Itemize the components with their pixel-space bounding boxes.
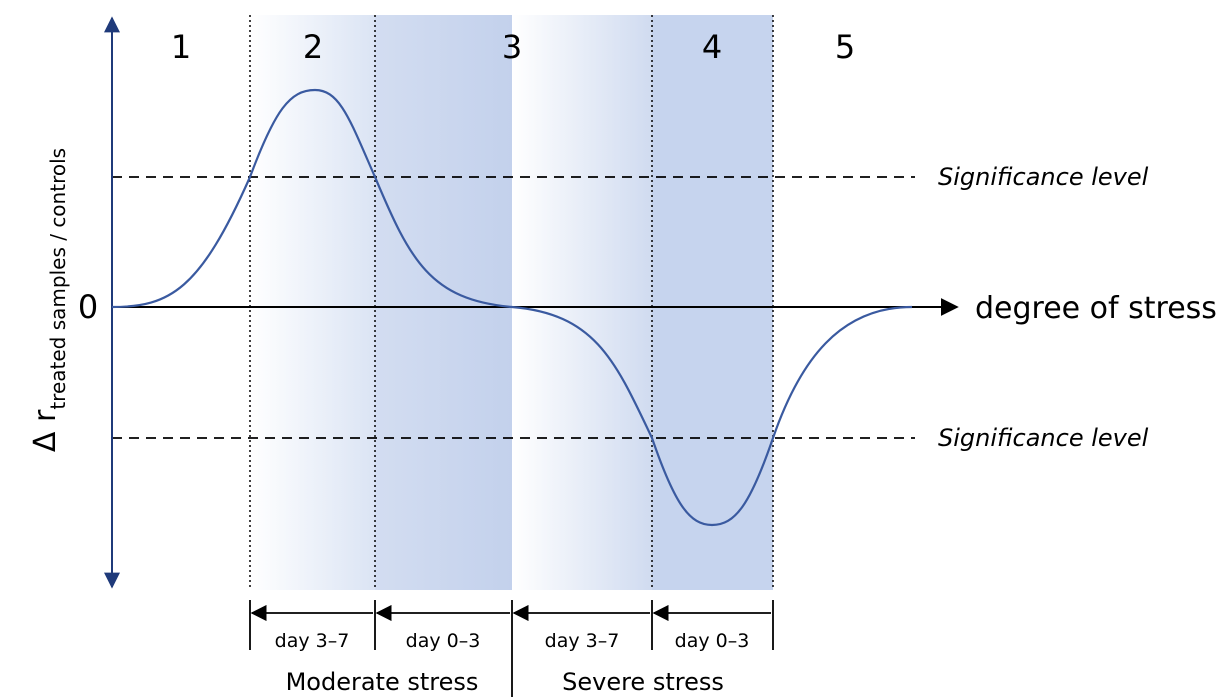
x-axis-label: degree of stress: [975, 291, 1217, 326]
region-number: 3: [502, 28, 522, 66]
dividers: [249, 15, 774, 590]
shading: [250, 15, 773, 590]
phase-label: day 0–3: [675, 630, 750, 652]
significance-lines: [112, 176, 915, 439]
y-axis-symbol: Δ r: [28, 409, 63, 452]
y-axis-label: Δ rtreated samples / controls: [28, 148, 70, 452]
phase-label: day 3–7: [275, 630, 350, 652]
region-number: 1: [171, 28, 191, 66]
y-axis-subscript: treated samples / controls: [46, 148, 70, 410]
significance-label: Significance level: [938, 163, 1149, 191]
phase-label: day 3–7: [545, 630, 620, 652]
region-number: 2: [303, 28, 323, 66]
phase-brackets: [249, 600, 774, 697]
phase-label: day 0–3: [406, 630, 481, 652]
origin-label: 0: [78, 288, 98, 326]
region-number: 5: [835, 28, 855, 66]
stress-group-label: Moderate stress: [286, 668, 479, 696]
region-number: 4: [702, 28, 722, 66]
response-curve: [111, 88, 913, 527]
significance-label: Significance level: [938, 424, 1149, 452]
stress-group-label: Severe stress: [562, 668, 724, 696]
